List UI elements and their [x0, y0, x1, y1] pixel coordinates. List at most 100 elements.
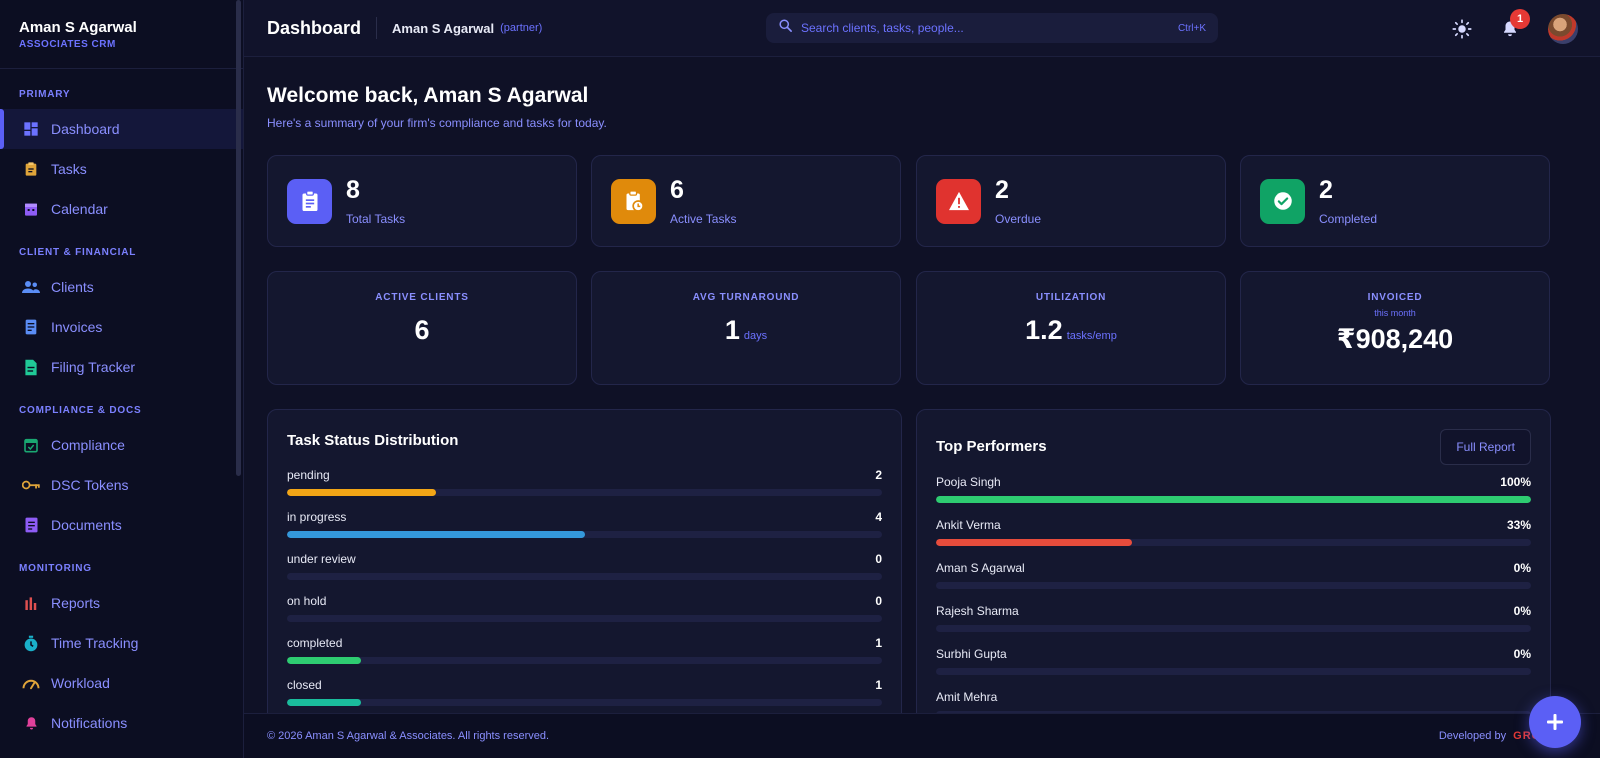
- sidebar-scrollbar[interactable]: [236, 0, 241, 476]
- dashboard-content: Welcome back, Aman S Agarwal Here's a su…: [244, 84, 1600, 130]
- status-row-track: [287, 531, 882, 538]
- status-row-track: [287, 489, 882, 496]
- notifications-button[interactable]: 1: [1500, 8, 1530, 39]
- kpi-number: 1.2: [1025, 315, 1063, 345]
- footer: © 2026 Aman S Agarwal & Associates. All …: [244, 713, 1600, 758]
- welcome-title: Welcome back, Aman S Agarwal: [267, 84, 589, 107]
- kpi-number: 6: [414, 315, 430, 345]
- sidebar-section-label: MONITORING: [19, 563, 92, 574]
- stat-text: 2 Overdue: [995, 177, 1041, 226]
- kpi-label: AVG TURNAROUND: [692, 292, 800, 303]
- sidebar-section-label: CLIENT & FINANCIAL: [19, 247, 137, 258]
- sidebar-item-dsc-tokens[interactable]: DSC Tokens: [0, 465, 243, 505]
- performer-row-label: Aman S Agarwal: [936, 561, 1025, 575]
- brand[interactable]: Aman S Agarwal ASSOCIATES CRM: [0, 0, 243, 69]
- sidebar-item-documents[interactable]: Documents: [0, 505, 243, 545]
- users-icon: [22, 278, 40, 296]
- topbar-actions: 1: [1452, 0, 1600, 57]
- status-row: on hold 0: [287, 594, 882, 636]
- sidebar-item-label: Calendar: [51, 201, 108, 217]
- kpi-value: 6: [268, 315, 576, 346]
- performer-row: Ankit Verma 33%: [936, 518, 1531, 561]
- check-circle-icon: [1260, 178, 1305, 224]
- sidebar-item-label: Reports: [51, 595, 101, 611]
- status-row-value: 1: [875, 678, 882, 692]
- sidebar-item-notifications[interactable]: Notifications: [0, 703, 243, 743]
- performer-row-label: Surbhi Gupta: [936, 647, 1007, 661]
- search-bar[interactable]: Ctrl+K: [766, 13, 1218, 43]
- performer-row-value: 0%: [1513, 647, 1531, 661]
- theme-toggle-sun-icon[interactable]: [1452, 18, 1472, 39]
- status-row-track: [287, 657, 882, 664]
- stat-card-total-tasks[interactable]: 8 Total Tasks: [267, 155, 577, 247]
- status-row-value: 1: [875, 636, 882, 650]
- sidebar-item-compliance[interactable]: Compliance: [0, 425, 243, 465]
- full-report-button[interactable]: Full Report: [1440, 429, 1531, 465]
- search-input[interactable]: [801, 21, 1178, 35]
- sidebar-item-label: Clients: [51, 279, 94, 295]
- status-row-value: 0: [875, 552, 882, 566]
- search-shortcut: Ctrl+K: [1177, 22, 1206, 34]
- stat-label: Completed: [1319, 211, 1378, 226]
- status-row: pending 2: [287, 468, 882, 510]
- sidebar-item-clients[interactable]: Clients: [0, 267, 243, 307]
- status-row-label: on hold: [287, 594, 327, 608]
- topbar: Dashboard Aman S Agarwal (partner) Ctrl+…: [244, 0, 1600, 57]
- sidebar-nav: PRIMARY Dashboard Tasks Calendar CLIENT & FI…: [0, 89, 243, 743]
- status-row-fill: [287, 657, 362, 664]
- stat-card-active-tasks[interactable]: 6 Active Tasks: [591, 155, 901, 247]
- bell-icon: [22, 714, 40, 732]
- avatar[interactable]: [1548, 13, 1578, 44]
- status-row-label: under review: [287, 552, 356, 566]
- sidebar-item-label: DSC Tokens: [51, 477, 129, 493]
- performer-row-value: 33%: [1506, 518, 1531, 532]
- status-row: under review 0: [287, 552, 882, 594]
- performer-row-value: 0%: [1513, 561, 1531, 575]
- top-performers-title: Top Performers: [936, 438, 1047, 455]
- timer-icon: [22, 634, 40, 652]
- sidebar: Aman S Agarwal ASSOCIATES CRM PRIMARY Das…: [0, 0, 244, 758]
- kpi-unit: days: [743, 330, 768, 342]
- stat-card-completed[interactable]: 2 Completed: [1240, 155, 1550, 247]
- sidebar-item-workload[interactable]: Workload: [0, 663, 243, 703]
- status-row: completed 1: [287, 636, 882, 678]
- warning-icon: [936, 178, 981, 224]
- performer-row-label: Rajesh Sharma: [936, 604, 1019, 618]
- task-status-panel: Task Status Distribution pending 2 in prog…: [267, 409, 902, 729]
- file-icon: [22, 358, 40, 376]
- kpi-value: ₹908,240: [1241, 324, 1549, 355]
- top-performers-list: Pooja Singh 100% Ankit Verma 33% Aman S Agar…: [936, 475, 1531, 733]
- plus-icon: [1547, 714, 1563, 730]
- sidebar-item-filing-tracker[interactable]: Filing Tracker: [0, 347, 243, 387]
- stat-label: Total Tasks: [346, 211, 406, 226]
- sidebar-item-label: Tasks: [51, 161, 87, 177]
- kpi-label: UTILIZATION: [1035, 292, 1107, 303]
- sidebar-item-label: Dashboard: [51, 121, 120, 137]
- sidebar-item-tasks[interactable]: Tasks: [0, 149, 243, 189]
- kpi-unit: tasks/emp: [1066, 330, 1117, 342]
- status-row-fill: [287, 531, 585, 538]
- kpi-label: INVOICED: [1367, 292, 1423, 303]
- document-icon: [22, 516, 40, 534]
- invoice-icon: [22, 318, 40, 336]
- kpi-card-utilization: UTILIZATION 1.2 tasks/emp: [916, 271, 1226, 385]
- sidebar-item-dashboard[interactable]: Dashboard: [0, 109, 243, 149]
- stat-label: Active Tasks: [670, 211, 737, 226]
- kpi-card-avg-turnaround: AVG TURNAROUND 1 days: [591, 271, 901, 385]
- kpi-card-active-clients: ACTIVE CLIENTS 6: [267, 271, 577, 385]
- add-fab-button[interactable]: [1529, 696, 1581, 748]
- welcome-subtitle: Here's a summary of your firm's complian…: [267, 116, 607, 130]
- sidebar-item-time-tracking[interactable]: Time Tracking: [0, 623, 243, 663]
- performer-row: Surbhi Gupta 0%: [936, 647, 1531, 690]
- stat-text: 6 Active Tasks: [670, 177, 736, 226]
- status-row-label: completed: [287, 636, 343, 650]
- calendar-icon: [22, 200, 40, 218]
- status-row: closed 1: [287, 678, 882, 720]
- sidebar-item-reports[interactable]: Reports: [0, 583, 243, 623]
- footer-copyright: © 2026 Aman S Agarwal & Associates. All …: [267, 730, 550, 742]
- sidebar-item-invoices[interactable]: Invoices: [0, 307, 243, 347]
- key-icon: [22, 476, 40, 494]
- sidebar-item-calendar[interactable]: Calendar: [0, 189, 243, 229]
- stat-card-overdue[interactable]: 2 Overdue: [916, 155, 1226, 247]
- sidebar-item-label: Notifications: [51, 715, 128, 731]
